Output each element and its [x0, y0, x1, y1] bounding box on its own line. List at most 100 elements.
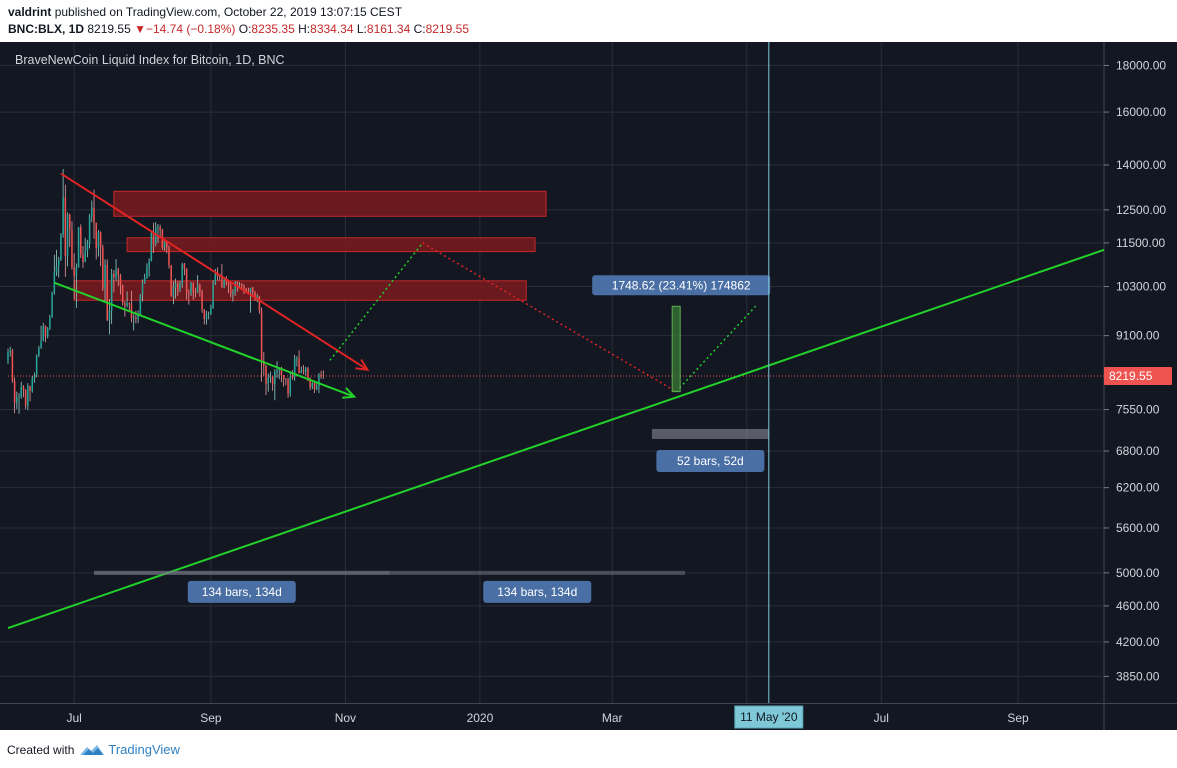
date-range-label: 52 bars, 52d	[677, 454, 744, 468]
candle-body	[243, 286, 245, 289]
x-tick-label: Jul	[874, 711, 889, 725]
trendline-resistance-dotted	[422, 242, 677, 393]
candle-body	[263, 361, 265, 366]
candle-body	[172, 287, 175, 297]
down-arrow-icon: ▼	[134, 22, 146, 36]
candle-body	[205, 314, 208, 320]
candle-body	[190, 282, 192, 294]
candle-body	[194, 292, 197, 294]
candle-body	[42, 326, 45, 341]
candle-body	[57, 259, 60, 266]
trendline-arrowhead	[355, 358, 370, 371]
candle-body	[104, 264, 106, 289]
y-tick-label: 3850.00	[1116, 669, 1160, 683]
candle-body	[55, 265, 58, 273]
candle-body	[9, 350, 11, 353]
grid	[0, 42, 1104, 703]
candle-body	[280, 368, 283, 376]
candle-body	[113, 273, 115, 278]
candle-body	[97, 232, 100, 249]
candle-body	[302, 370, 305, 373]
y-tick-label: 5600.00	[1116, 521, 1160, 535]
candle-body	[221, 276, 223, 287]
candle-body	[13, 380, 16, 403]
y-tick-label: 18000.00	[1116, 58, 1166, 72]
candle-body	[91, 207, 93, 217]
candle-body	[146, 267, 148, 278]
candle-body	[35, 355, 38, 376]
chart-title: BraveNewCoin Liquid Index for Bitcoin, 1…	[15, 53, 285, 67]
candle-body	[227, 282, 230, 286]
candle-body	[82, 254, 84, 262]
chart-background	[0, 42, 1177, 730]
x-tick-label: Nov	[335, 711, 356, 725]
candle-body	[68, 214, 71, 231]
candle-body	[137, 314, 139, 320]
candle-body	[150, 232, 153, 262]
candle-body	[18, 396, 20, 398]
candle-body	[188, 293, 190, 294]
candle-body	[154, 227, 157, 244]
candle-body	[258, 296, 261, 311]
candle-body	[95, 222, 97, 249]
publish-info: valdrint published on TradingView.com, O…	[8, 5, 402, 19]
candle-body	[174, 283, 177, 288]
date-marker-label: 11 May '20	[740, 710, 798, 724]
candle-body	[320, 374, 322, 376]
candle-body	[64, 197, 67, 256]
candle-body	[203, 309, 206, 320]
price-change: −14.74 (−0.18%)	[145, 22, 236, 36]
y-tick-label: 6800.00	[1116, 444, 1160, 458]
candle-body	[16, 397, 18, 403]
candle-body	[168, 247, 170, 266]
candle-body	[24, 390, 27, 406]
trendline-support-solid	[7, 248, 1105, 629]
candle-body	[170, 265, 172, 297]
candle-body	[51, 292, 53, 318]
price-range-bar	[671, 305, 681, 393]
candle-body	[20, 386, 23, 397]
candle-body	[152, 232, 155, 244]
candle-body	[276, 370, 278, 373]
candle-body	[181, 264, 183, 284]
candle-body	[135, 317, 137, 320]
candle-body	[245, 288, 247, 291]
candle-body	[22, 386, 25, 391]
candle-body	[254, 291, 256, 300]
trendline-arrowhead	[342, 387, 357, 399]
tradingview-brand[interactable]: TradingView	[108, 742, 180, 757]
candle-body	[157, 227, 159, 228]
candle-body	[177, 283, 179, 291]
candle-body	[115, 269, 117, 278]
candle-body	[99, 232, 102, 248]
y-tick-label: 14000.00	[1116, 158, 1166, 172]
symbol-ohlc-line: BNC:BLX, 1D 8219.55 ▼−14.74 (−0.18%) O:8…	[8, 22, 469, 36]
candle-body	[307, 368, 309, 378]
low-key: L:	[356, 22, 367, 36]
candle-body	[234, 282, 236, 292]
candle-body	[304, 368, 307, 373]
candle-body	[7, 352, 9, 361]
resistance-zone	[126, 237, 536, 253]
candle-body	[201, 291, 203, 310]
x-tick-label: Sep	[200, 711, 222, 725]
candle-body	[318, 374, 320, 387]
candle-body	[132, 317, 135, 319]
candle-body	[183, 264, 186, 269]
candle-body	[148, 261, 150, 268]
candle-body	[274, 372, 276, 385]
author-name[interactable]: valdrint	[8, 5, 52, 19]
candle-body	[212, 283, 214, 308]
candle-body	[313, 383, 316, 390]
high-key: H:	[298, 22, 311, 36]
candle-body	[249, 287, 252, 292]
candle-body	[256, 296, 258, 300]
candle-body	[247, 290, 250, 292]
candle-body	[29, 386, 31, 392]
date-range-label-bg	[483, 580, 592, 603]
candle-body	[139, 294, 142, 315]
candle-body	[236, 282, 239, 285]
symbol-label: BNC:BLX, 1D	[8, 22, 85, 36]
last-price-label: 8219.55	[1109, 369, 1153, 383]
